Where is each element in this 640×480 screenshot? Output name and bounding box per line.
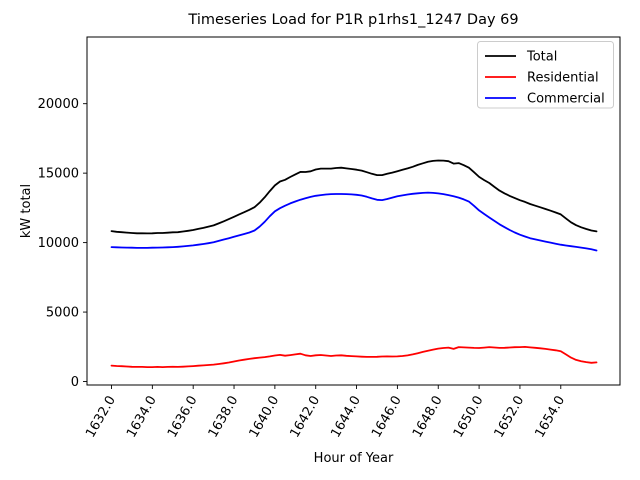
y-tick-label: 5000 xyxy=(46,306,79,321)
chart-title: Timeseries Load for P1R p1rhs1_1247 Day … xyxy=(187,12,518,28)
y-tick-label: 0 xyxy=(71,375,79,390)
y-tick-label: 20000 xyxy=(38,97,79,112)
legend-label-total: Total xyxy=(526,50,557,65)
legend-label-commercial: Commercial xyxy=(527,92,605,107)
y-tick-label: 15000 xyxy=(38,167,79,182)
residential-line xyxy=(110,345,598,369)
total-line xyxy=(110,159,598,235)
axes-frame xyxy=(86,36,621,386)
legend: Total Residential Commercial xyxy=(477,41,614,109)
legend-label-residential: Residential xyxy=(527,71,599,86)
plot-lines xyxy=(110,159,598,369)
y-tick-label: 10000 xyxy=(38,236,79,251)
legend-entry-residential: Residential xyxy=(485,71,599,86)
legend-entry-commercial: Commercial xyxy=(485,92,605,107)
commercial-line xyxy=(110,191,598,252)
y-axis-label: kW total xyxy=(19,184,34,238)
legend-entry-total: Total xyxy=(485,50,557,65)
legend-box xyxy=(477,41,614,109)
y-axis-ticks: 0 5000 10000 15000 20000 xyxy=(38,97,87,390)
x-axis-label: Hour of Year xyxy=(314,451,394,466)
